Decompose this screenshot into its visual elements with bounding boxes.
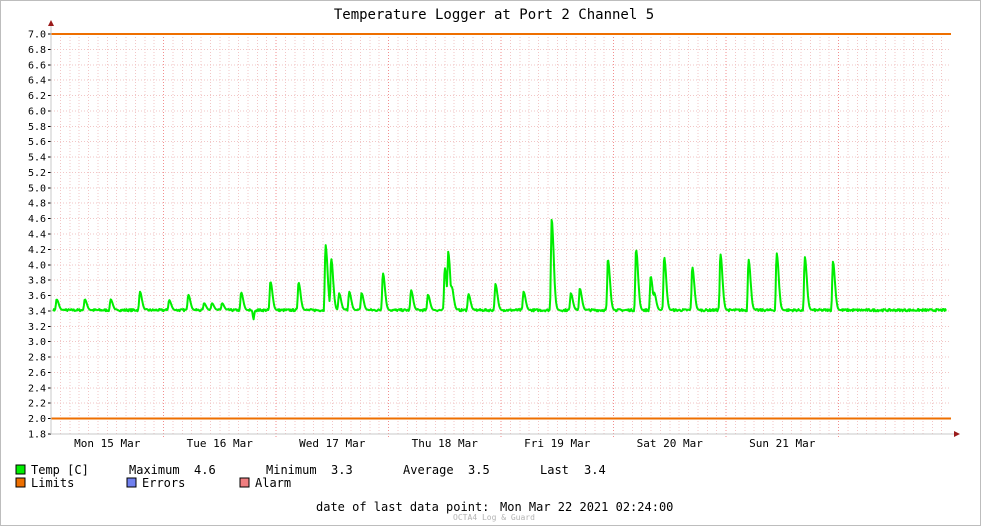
legend-entry-temp: Temp [C] Maximum 4.6 Minimum 3.3 Average… <box>15 463 606 477</box>
legend-entry-errors: Errors <box>126 476 185 490</box>
legend-swatch-alarm <box>239 477 250 488</box>
legend-entry-alarm: Alarm <box>239 476 291 490</box>
footer-value: Mon Mar 22 2021 02:24:00 <box>500 500 673 514</box>
legend: Temp [C] Maximum 4.6 Minimum 3.3 Average… <box>15 463 606 490</box>
x-tick-label: Thu 18 Mar <box>412 437 479 450</box>
y-tick-label: 4.0 <box>28 260 46 271</box>
footer-label: date of last data point: <box>316 500 489 514</box>
y-tick-label: 6.2 <box>28 91 46 102</box>
footer: date of last data point: Mon Mar 22 2021… <box>316 500 673 514</box>
x-tick-label: Sun 21 Mar <box>749 437 816 450</box>
limit-lines <box>51 33 951 420</box>
legend-minimum-value: 3.3 <box>331 463 353 477</box>
grid-layer <box>48 33 951 437</box>
y-tick-label: 2.4 <box>28 383 46 394</box>
y-tick-label: 3.0 <box>28 337 46 348</box>
y-tick-label: 2.0 <box>28 414 46 425</box>
y-tick-label: 4.4 <box>28 230 46 241</box>
legend-swatch-errors <box>126 477 137 488</box>
legend-maximum-value: 4.6 <box>194 463 216 477</box>
y-tick-label: 4.2 <box>28 245 46 256</box>
y-tick-label: 4.6 <box>28 214 46 225</box>
legend-label-limits: Limits <box>31 476 74 490</box>
y-tick-label: 6.6 <box>28 60 46 71</box>
y-axis-arrow <box>48 20 54 26</box>
y-tick-label: 5.6 <box>28 137 46 148</box>
y-tick-label: 4.8 <box>28 199 46 210</box>
series-layer <box>52 218 947 321</box>
series-line-temp <box>52 218 947 321</box>
y-tick-label: 3.6 <box>28 291 46 302</box>
legend-average-label: Average <box>403 463 454 477</box>
y-tick-label: 6.0 <box>28 106 46 117</box>
y-tick-label: 5.0 <box>28 183 46 194</box>
legend-swatch-temp <box>15 464 26 475</box>
y-tick-label: 3.4 <box>28 306 46 317</box>
legend-entry-limits: Limits <box>15 476 74 490</box>
x-axis-ticks: Mon 15 Mar Tue 16 Mar Wed 17 Mar Thu 18 Mar… <box>74 437 816 450</box>
legend-label-errors: Errors <box>142 476 185 490</box>
y-tick-label: 2.6 <box>28 368 46 379</box>
y-tick-label: 1.8 <box>28 430 46 441</box>
y-axis-ticks: 1.8 2.0 2.2 2.4 2.6 2.8 3.0 3.2 3.4 3.6 3.8 4.0 4.2 4… <box>28 30 46 441</box>
x-tick-label: Mon 15 Mar <box>74 437 141 450</box>
chart-title: Temperature Logger at Port 2 Channel 5 <box>334 7 654 23</box>
y-tick-label: 5.2 <box>28 168 46 179</box>
x-tick-label: Tue 16 Mar <box>187 437 254 450</box>
y-tick-label: 7.0 <box>28 30 46 41</box>
y-tick-label: 2.8 <box>28 353 46 364</box>
legend-label-temp: Temp [C] <box>31 463 89 477</box>
legend-swatch-limits <box>15 477 26 488</box>
y-tick-label: 3.2 <box>28 322 46 333</box>
legend-maximum-label: Maximum <box>129 463 180 477</box>
legend-minimum-label: Minimum <box>266 463 317 477</box>
x-tick-label: Fri 19 Mar <box>524 437 591 450</box>
y-tick-label: 3.8 <box>28 276 46 287</box>
legend-label-alarm: Alarm <box>255 476 291 490</box>
watermark: OCTA4 Log & Guard <box>453 513 535 522</box>
x-axis-arrow <box>954 431 960 437</box>
x-tick-label: Sat 20 Mar <box>637 437 704 450</box>
y-tick-label: 6.4 <box>28 76 46 87</box>
legend-last-label: Last <box>540 463 569 477</box>
y-tick-label: 5.8 <box>28 122 46 133</box>
y-tick-label: 5.4 <box>28 153 46 164</box>
axis-layer <box>48 20 960 437</box>
y-tick-label: 2.2 <box>28 399 46 410</box>
y-tick-label: 6.8 <box>28 45 46 56</box>
legend-last-value: 3.4 <box>584 463 606 477</box>
legend-average-value: 3.5 <box>468 463 490 477</box>
x-tick-label: Wed 17 Mar <box>299 437 366 450</box>
